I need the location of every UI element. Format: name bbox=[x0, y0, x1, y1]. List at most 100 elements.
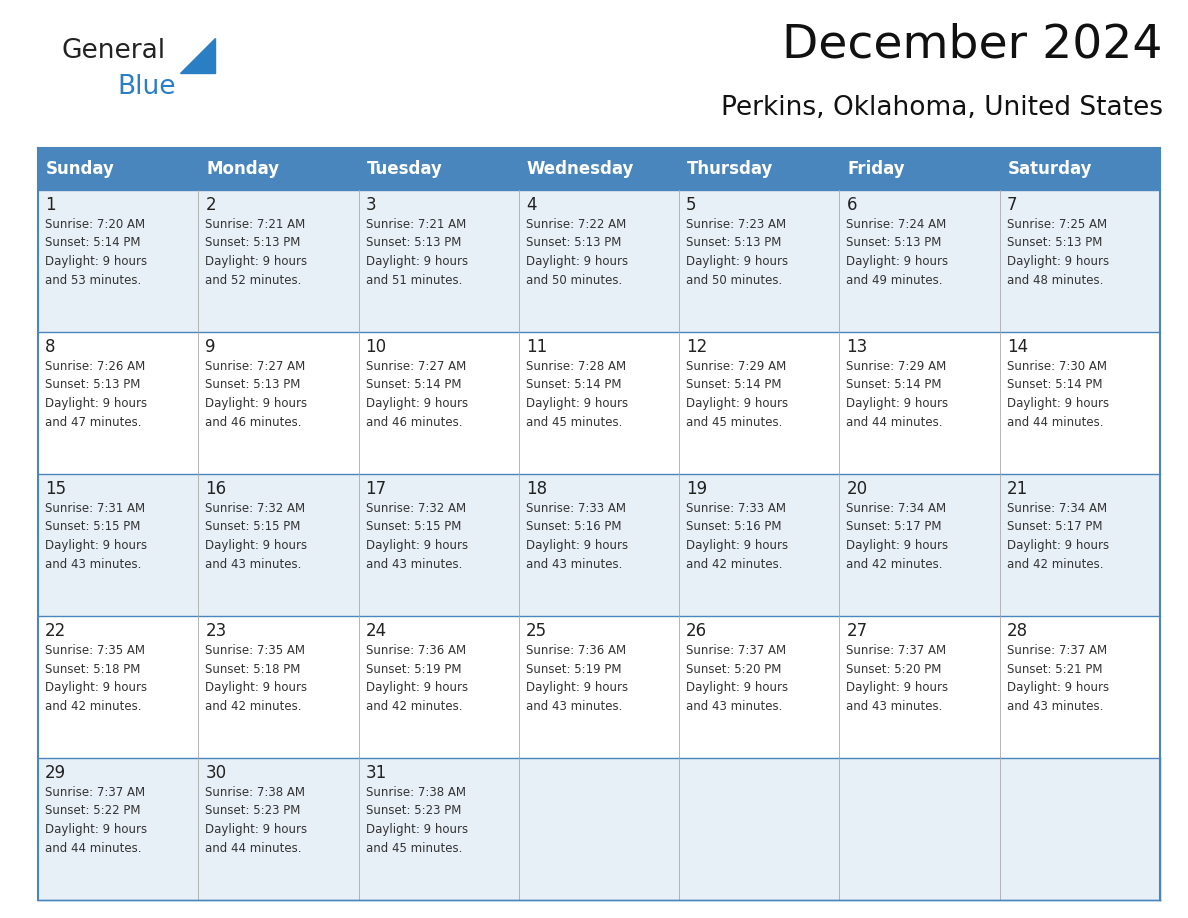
Bar bbox=[519, 616, 680, 758]
Text: Daylight: 9 hours: Daylight: 9 hours bbox=[1006, 255, 1108, 268]
Bar bbox=[1000, 758, 1159, 900]
Text: Sunset: 5:17 PM: Sunset: 5:17 PM bbox=[846, 521, 942, 533]
Text: Sunrise: 7:24 AM: Sunrise: 7:24 AM bbox=[846, 218, 947, 231]
Text: Sunset: 5:13 PM: Sunset: 5:13 PM bbox=[1006, 237, 1102, 250]
Text: Wednesday: Wednesday bbox=[526, 160, 634, 178]
Text: Daylight: 9 hours: Daylight: 9 hours bbox=[366, 255, 468, 268]
Text: Friday: Friday bbox=[847, 160, 905, 178]
Text: 23: 23 bbox=[206, 622, 227, 640]
Text: Sunset: 5:13 PM: Sunset: 5:13 PM bbox=[45, 378, 140, 391]
Text: Blue: Blue bbox=[116, 74, 176, 100]
Text: Sunset: 5:16 PM: Sunset: 5:16 PM bbox=[687, 521, 782, 533]
Text: Sunset: 5:14 PM: Sunset: 5:14 PM bbox=[366, 378, 461, 391]
Text: Daylight: 9 hours: Daylight: 9 hours bbox=[1006, 681, 1108, 694]
Text: Sunrise: 7:29 AM: Sunrise: 7:29 AM bbox=[846, 360, 947, 373]
Text: Daylight: 9 hours: Daylight: 9 hours bbox=[366, 823, 468, 836]
Text: Daylight: 9 hours: Daylight: 9 hours bbox=[526, 255, 628, 268]
Text: Daylight: 9 hours: Daylight: 9 hours bbox=[526, 539, 628, 552]
Text: Sunrise: 7:36 AM: Sunrise: 7:36 AM bbox=[366, 644, 466, 657]
Text: Sunset: 5:18 PM: Sunset: 5:18 PM bbox=[206, 663, 301, 676]
Text: and 44 minutes.: and 44 minutes. bbox=[206, 842, 302, 855]
Text: Sunrise: 7:21 AM: Sunrise: 7:21 AM bbox=[206, 218, 305, 231]
Text: and 43 minutes.: and 43 minutes. bbox=[366, 557, 462, 570]
Text: Sunrise: 7:32 AM: Sunrise: 7:32 AM bbox=[206, 502, 305, 515]
Bar bbox=[1000, 474, 1159, 616]
Text: and 50 minutes.: and 50 minutes. bbox=[526, 274, 623, 286]
Text: Sunrise: 7:32 AM: Sunrise: 7:32 AM bbox=[366, 502, 466, 515]
Text: Sunrise: 7:27 AM: Sunrise: 7:27 AM bbox=[366, 360, 466, 373]
Text: and 43 minutes.: and 43 minutes. bbox=[206, 557, 302, 570]
Text: and 43 minutes.: and 43 minutes. bbox=[526, 557, 623, 570]
Bar bbox=[38, 616, 198, 758]
Text: 6: 6 bbox=[846, 196, 857, 214]
Bar bbox=[1000, 616, 1159, 758]
Text: and 42 minutes.: and 42 minutes. bbox=[846, 557, 943, 570]
Text: Daylight: 9 hours: Daylight: 9 hours bbox=[846, 539, 948, 552]
Text: Sunset: 5:14 PM: Sunset: 5:14 PM bbox=[846, 378, 942, 391]
Text: 31: 31 bbox=[366, 764, 387, 782]
Text: Monday: Monday bbox=[207, 160, 279, 178]
Text: and 42 minutes.: and 42 minutes. bbox=[206, 700, 302, 712]
Text: Sunset: 5:14 PM: Sunset: 5:14 PM bbox=[526, 378, 621, 391]
Text: 8: 8 bbox=[45, 338, 56, 356]
Text: 19: 19 bbox=[687, 480, 707, 498]
Text: and 48 minutes.: and 48 minutes. bbox=[1006, 274, 1104, 286]
Text: and 44 minutes.: and 44 minutes. bbox=[45, 842, 141, 855]
Bar bbox=[680, 332, 840, 474]
Text: and 53 minutes.: and 53 minutes. bbox=[45, 274, 141, 286]
Bar bbox=[840, 474, 1000, 616]
Text: 18: 18 bbox=[526, 480, 546, 498]
Text: 25: 25 bbox=[526, 622, 546, 640]
Text: Daylight: 9 hours: Daylight: 9 hours bbox=[206, 397, 308, 410]
Text: 2: 2 bbox=[206, 196, 216, 214]
Text: Daylight: 9 hours: Daylight: 9 hours bbox=[366, 397, 468, 410]
Text: Daylight: 9 hours: Daylight: 9 hours bbox=[206, 255, 308, 268]
Text: Sunrise: 7:37 AM: Sunrise: 7:37 AM bbox=[45, 786, 145, 799]
Text: Sunset: 5:19 PM: Sunset: 5:19 PM bbox=[366, 663, 461, 676]
Bar bbox=[198, 332, 359, 474]
Bar bbox=[198, 474, 359, 616]
Text: 11: 11 bbox=[526, 338, 548, 356]
Text: Sunrise: 7:37 AM: Sunrise: 7:37 AM bbox=[687, 644, 786, 657]
Text: 26: 26 bbox=[687, 622, 707, 640]
Bar bbox=[198, 758, 359, 900]
Bar bbox=[680, 758, 840, 900]
Text: Sunset: 5:20 PM: Sunset: 5:20 PM bbox=[846, 663, 942, 676]
Text: Daylight: 9 hours: Daylight: 9 hours bbox=[687, 255, 789, 268]
Text: and 43 minutes.: and 43 minutes. bbox=[45, 557, 141, 570]
Text: Sunset: 5:16 PM: Sunset: 5:16 PM bbox=[526, 521, 621, 533]
Text: Daylight: 9 hours: Daylight: 9 hours bbox=[206, 539, 308, 552]
Text: Daylight: 9 hours: Daylight: 9 hours bbox=[526, 681, 628, 694]
Bar bbox=[359, 474, 519, 616]
Text: 12: 12 bbox=[687, 338, 707, 356]
Text: Perkins, Oklahoma, United States: Perkins, Oklahoma, United States bbox=[721, 95, 1163, 121]
Text: 27: 27 bbox=[846, 622, 867, 640]
Text: 5: 5 bbox=[687, 196, 696, 214]
Text: Sunset: 5:13 PM: Sunset: 5:13 PM bbox=[846, 237, 942, 250]
Text: Saturday: Saturday bbox=[1007, 160, 1092, 178]
Text: Sunset: 5:14 PM: Sunset: 5:14 PM bbox=[687, 378, 782, 391]
Text: Sunset: 5:13 PM: Sunset: 5:13 PM bbox=[366, 237, 461, 250]
Text: Sunset: 5:20 PM: Sunset: 5:20 PM bbox=[687, 663, 782, 676]
Bar bbox=[840, 148, 1000, 190]
Text: Sunrise: 7:37 AM: Sunrise: 7:37 AM bbox=[1006, 644, 1107, 657]
Text: and 44 minutes.: and 44 minutes. bbox=[846, 416, 943, 429]
Text: and 45 minutes.: and 45 minutes. bbox=[687, 416, 783, 429]
Text: Sunset: 5:21 PM: Sunset: 5:21 PM bbox=[1006, 663, 1102, 676]
Text: and 49 minutes.: and 49 minutes. bbox=[846, 274, 943, 286]
Text: Sunrise: 7:35 AM: Sunrise: 7:35 AM bbox=[45, 644, 145, 657]
Bar bbox=[680, 616, 840, 758]
Text: Sunrise: 7:34 AM: Sunrise: 7:34 AM bbox=[1006, 502, 1107, 515]
Text: and 47 minutes.: and 47 minutes. bbox=[45, 416, 141, 429]
Text: 4: 4 bbox=[526, 196, 536, 214]
Bar bbox=[519, 332, 680, 474]
Bar bbox=[198, 616, 359, 758]
Bar bbox=[38, 758, 198, 900]
Text: Daylight: 9 hours: Daylight: 9 hours bbox=[687, 681, 789, 694]
Polygon shape bbox=[181, 38, 215, 73]
Bar bbox=[519, 190, 680, 332]
Text: 21: 21 bbox=[1006, 480, 1028, 498]
Bar bbox=[198, 190, 359, 332]
Text: Sunset: 5:15 PM: Sunset: 5:15 PM bbox=[366, 521, 461, 533]
Text: Daylight: 9 hours: Daylight: 9 hours bbox=[846, 681, 948, 694]
